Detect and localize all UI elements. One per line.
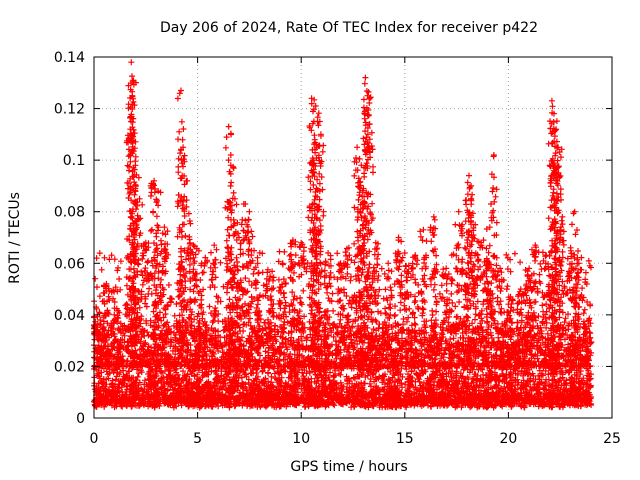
plot-frame xyxy=(93,56,613,419)
y-tick-label: 0 xyxy=(76,411,85,427)
y-tick-label: 0.1 xyxy=(63,153,85,169)
x-tick-label: 5 xyxy=(193,431,202,447)
x-axis-label: GPS time / hours xyxy=(290,459,407,475)
y-tick-label: 0.12 xyxy=(54,102,85,118)
x-tick-label: 10 xyxy=(292,431,310,447)
roti-data-points xyxy=(91,59,595,411)
x-tick-label: 0 xyxy=(90,431,99,447)
data-marks xyxy=(91,59,595,411)
y-tick-label: 0.08 xyxy=(54,205,85,221)
chart-title: Day 206 of 2024, Rate Of TEC Index for r… xyxy=(160,20,538,36)
y-axis-label: ROTI / TECUs xyxy=(7,192,23,284)
x-tick-label: 25 xyxy=(603,431,621,447)
y-tick-label: 0.02 xyxy=(54,359,85,375)
y-tick-label: 0.04 xyxy=(54,308,85,324)
y-axis-ticks: 0 0.02 0.04 0.06 0.08 0.1 0.12 0.14 xyxy=(54,50,612,427)
x-tick-label: 20 xyxy=(499,431,517,447)
y-tick-label: 0.14 xyxy=(54,50,85,66)
x-tick-label: 15 xyxy=(396,431,414,447)
x-axis-ticks: 0 5 10 15 20 25 xyxy=(90,57,621,447)
y-tick-label: 0.06 xyxy=(54,256,85,272)
